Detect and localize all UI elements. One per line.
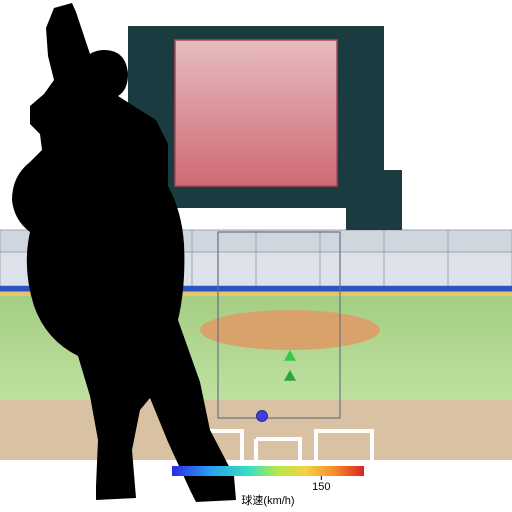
colorbar-label: 球速(km/h): [241, 493, 294, 507]
pitch-marker: [257, 411, 268, 422]
pitch-location-chart: 100 150 球速(km/h): [0, 0, 512, 512]
colorbar-tick-label: 150: [312, 481, 330, 493]
colorbar-gradient: [172, 466, 364, 476]
chart-svg: 100 150 球速(km/h): [0, 0, 512, 512]
pitchers-mound: [200, 310, 380, 350]
colorbar-tick-label: 100: [205, 481, 223, 493]
